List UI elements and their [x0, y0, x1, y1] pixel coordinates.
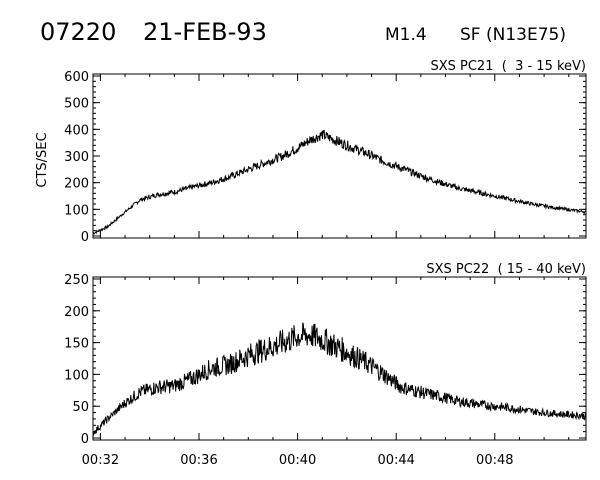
goes-class: M1.4 [385, 25, 427, 45]
panel2-xtick-label: 00:32 [82, 453, 119, 468]
panel1-ytick-label: 300 [64, 150, 89, 165]
panel2-frame [92, 276, 587, 441]
event-date: 21-FEB-93 [143, 18, 267, 46]
panel2-xtick-label: 00:40 [279, 453, 316, 468]
panel2-series-line-0 [92, 322, 587, 436]
panel1-plot: 0 100 200 300 400 500 600 [64, 70, 587, 245]
panel1-ylabel: CTS/SEC [35, 132, 50, 187]
panel2-ytick-label: 100 [64, 368, 89, 383]
panel1-ytick-label: 200 [64, 177, 89, 192]
panel2-ytick-label: 250 [64, 273, 89, 288]
flare-info: SF (N13E75) [460, 25, 566, 45]
panel2-title: SXS PC22 ( 15 - 40 keV) [426, 262, 586, 277]
panel2-xtick-label: 00:48 [476, 453, 513, 468]
panel2-ytick-label: 200 [64, 305, 89, 320]
panel2-xtick-label: 00:36 [180, 453, 217, 468]
panel2-plot: 0 50 100 150 200 250 00:32 00:36 00:40 00:44 00:48 [64, 273, 587, 468]
panel1-ytick-label: 100 [64, 203, 89, 218]
panel2-ytick-label: 0 [81, 432, 89, 447]
panel1-ytick-label: 500 [64, 97, 89, 112]
panel1-title: SXS PC21 ( 3 - 15 keV) [430, 59, 586, 74]
panel1-ytick-label: 400 [64, 123, 89, 138]
panel2-ytick-label: 50 [72, 400, 89, 415]
panel2-ytick-label: 150 [64, 337, 89, 352]
panel1-ytick-label: 0 [81, 230, 89, 245]
panel1-ytick-label: 600 [64, 70, 89, 85]
event-id: 07220 [40, 18, 116, 46]
panel2-xtick-label: 00:44 [377, 453, 414, 468]
panel1-series-line-0 [92, 129, 587, 235]
panel1-frame [92, 73, 587, 239]
